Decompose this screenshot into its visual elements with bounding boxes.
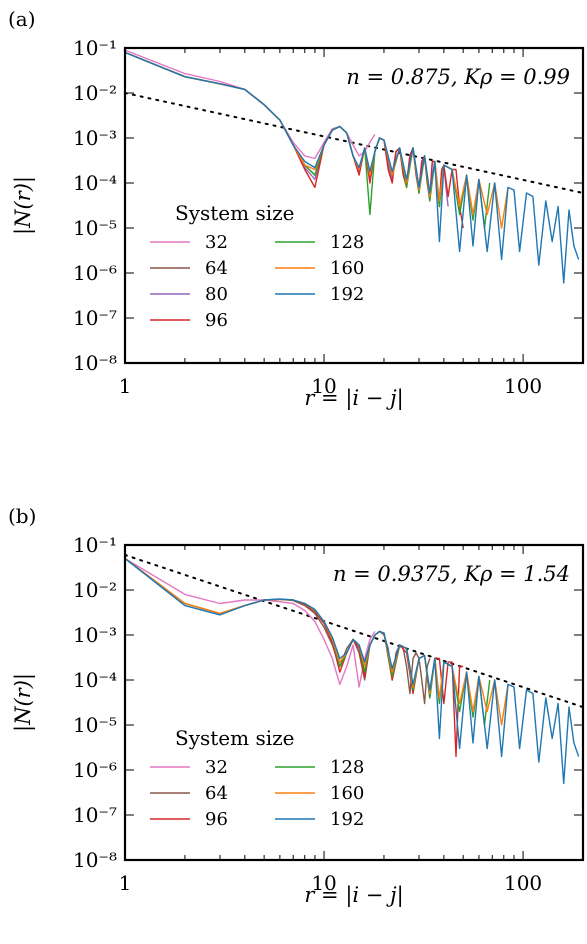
power-law-fit-line: [125, 92, 583, 194]
legend-label-64: 64: [205, 258, 228, 279]
power-law-fit-line: [125, 553, 583, 709]
y-tick-label: 10⁻⁴: [73, 668, 117, 692]
y-tick-label: 10⁻⁷: [73, 306, 117, 330]
y-tick-label: 10⁻³: [73, 623, 117, 647]
y-axis-label: |N(r)|: [11, 176, 36, 235]
y-axis-label: |N(r)|: [11, 673, 36, 732]
series-line-192: [125, 557, 580, 785]
y-tick-label: 10⁻⁶: [73, 758, 117, 782]
y-tick-label: 10⁻⁷: [73, 803, 117, 827]
legend: System size 32 64 80 96 128 160 192: [150, 201, 364, 331]
y-tick-label: 10⁻⁴: [73, 171, 117, 195]
y-tick-label: 10⁻⁵: [73, 713, 117, 737]
legend-label-64: 64: [205, 783, 228, 804]
legend-label-32: 32: [205, 757, 228, 778]
panel-label: (b): [8, 504, 36, 528]
y-tick-label: 10⁻³: [73, 126, 117, 150]
legend-label-96: 96: [205, 809, 228, 830]
x-tick-label: 100: [504, 374, 542, 398]
y-tick-label: 10⁻⁸: [73, 848, 117, 872]
legend-label-128: 128: [330, 757, 364, 778]
legend-title: System size: [175, 726, 295, 750]
legend-label-96: 96: [205, 310, 228, 331]
legend-label-80: 80: [205, 284, 228, 305]
chart-panel-a: 1 10 100 10⁻¹ 10⁻² 10⁻³ 10⁻⁴ 10⁻⁵ 10⁻⁶ 10⁻⁷ 10⁻⁸ r …: [8, 7, 585, 411]
x-tick-label: 10: [311, 871, 336, 895]
plot-frame: [123, 543, 585, 862]
chart-panel-b: 1 10 100 10⁻¹ 10⁻² 10⁻³ 10⁻⁴ 10⁻⁵ 10⁻⁶ 10⁻⁷ 10⁻⁸ r …: [8, 504, 585, 908]
x-tick-label: 1: [119, 374, 132, 398]
series-line-32: [125, 49, 376, 160]
y-tick-label: 10⁻⁸: [73, 351, 117, 375]
legend: System size 32 64 96 128 160 192: [150, 726, 364, 830]
x-axis-label: r = |i − j|: [304, 883, 403, 908]
y-tick-label: 10⁻¹: [73, 36, 117, 60]
legend-label-32: 32: [205, 232, 228, 253]
parameter-annotation: n = 0.9375, Kρ = 1.54: [333, 562, 570, 586]
legend-title: System size: [175, 201, 295, 225]
legend-label-160: 160: [330, 258, 364, 279]
y-tick-label: 10⁻⁶: [73, 261, 117, 285]
x-tick-label: 10: [311, 374, 336, 398]
legend-label-192: 192: [330, 284, 364, 305]
series-line-192: [125, 51, 580, 284]
y-tick-label: 10⁻²: [73, 578, 117, 602]
series-line-32: [125, 557, 376, 688]
legend-label-192: 192: [330, 809, 364, 830]
legend-label-128: 128: [330, 232, 364, 253]
panel-label: (a): [8, 7, 36, 31]
plot-frame: [123, 46, 585, 365]
y-tick-label: 10⁻²: [73, 81, 117, 105]
y-tick-label: 10⁻¹: [73, 533, 117, 557]
y-tick-label: 10⁻⁵: [73, 216, 117, 240]
legend-label-160: 160: [330, 783, 364, 804]
parameter-annotation: n = 0.875, Kρ = 0.99: [346, 65, 570, 89]
x-axis-label: r = |i − j|: [304, 386, 403, 411]
x-tick-label: 1: [119, 871, 132, 895]
x-tick-label: 100: [504, 871, 542, 895]
